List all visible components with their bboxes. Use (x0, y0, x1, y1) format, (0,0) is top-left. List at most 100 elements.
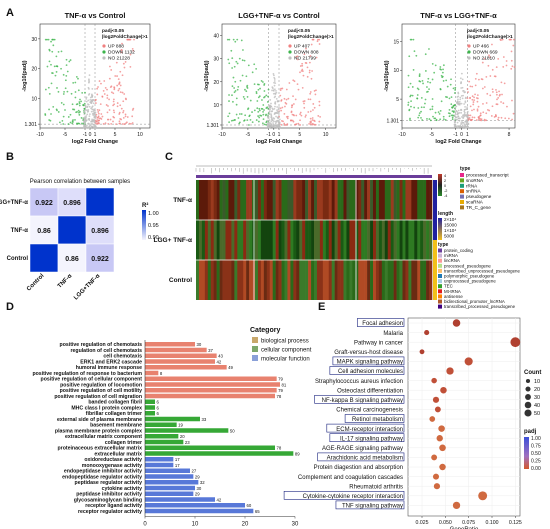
volcano3-point (491, 43, 493, 46)
volcano3-legend-title: padj<0.05 (467, 28, 489, 34)
volcano2-point (230, 119, 233, 122)
volcano1-point-ns (85, 119, 88, 122)
volcano2-point (304, 115, 307, 118)
volcano3-point (485, 112, 488, 115)
expr-typeb-label: Mt-tRNA (444, 289, 461, 294)
volcano2-point (308, 69, 311, 72)
volcano3-point (510, 67, 513, 70)
volcano1-point-ns (88, 119, 91, 121)
volcano3-point (481, 87, 484, 90)
volcano1-point (75, 75, 78, 78)
volcano3-x-tick-label: -10 (398, 132, 405, 138)
volcano1-point (124, 115, 127, 118)
go-bar-value: 37 (208, 348, 213, 353)
expr-cell (275, 220, 279, 260)
volcano2-point (319, 115, 322, 118)
volcano3-point-ns (456, 113, 458, 116)
volcano3-point-ns (459, 98, 462, 101)
volcano2-point (311, 122, 314, 125)
go-bar (145, 445, 275, 450)
volcano1-legend-swatch (102, 56, 106, 60)
volcano3-point-ns (457, 115, 460, 118)
kegg-row-highlight (317, 452, 405, 462)
volcano3-point-ns (454, 118, 456, 120)
volcano3-point (481, 61, 484, 64)
volcano3-point-ns (461, 86, 464, 89)
volcano1-point (67, 116, 70, 118)
volcano3-point (448, 115, 451, 118)
volcano2-point (263, 123, 266, 126)
expr-cell (399, 260, 403, 300)
expr-cell (219, 260, 223, 300)
volcano3-point-ns (464, 111, 466, 114)
expr-typeb-label: processed_pseudogene (444, 263, 491, 268)
volcano3-point (446, 96, 448, 99)
volcano1-point (107, 105, 109, 107)
expr-cell (219, 220, 223, 260)
volcano3-point (495, 114, 497, 117)
volcano3-y-tick-label: 1.301 (386, 118, 399, 124)
panel-label-a: A (6, 7, 14, 19)
expr-cell (284, 220, 288, 260)
expr-cell (378, 260, 383, 300)
volcano1-point (44, 114, 47, 116)
volcano3-point (428, 118, 431, 120)
kegg-row-highlight (344, 414, 405, 423)
volcano1-point (69, 59, 72, 61)
expr-typeb-swatch (438, 258, 442, 263)
volcano2-point (280, 123, 283, 126)
expr-cell (263, 260, 268, 300)
volcano2-point (232, 38, 235, 41)
kegg-row-label: Straphylococcus aureus infection (315, 379, 403, 385)
expr-typeb-swatch (438, 268, 442, 273)
volcano1-point (118, 122, 121, 125)
volcano2-point (301, 86, 304, 89)
volcano2-point-ns (275, 97, 278, 100)
volcano1-point-ns (90, 107, 92, 110)
expr-cell (387, 180, 391, 220)
expr-cell (210, 260, 214, 300)
go-bar-label: positive regulation of response to bacte… (32, 371, 142, 377)
corr-cell (57, 243, 87, 273)
expr-cell (290, 220, 294, 260)
expr-legend-tick: 4 (444, 174, 446, 178)
volcano2-point (243, 59, 246, 62)
volcano3-point-ns (464, 91, 466, 93)
volcano3-point-ns (461, 78, 464, 81)
volcano2-point (280, 109, 283, 112)
volcano1-point (106, 88, 108, 91)
expr-cell (378, 180, 383, 220)
expr-typeb-swatch (438, 248, 442, 253)
volcano3-point (432, 115, 434, 118)
volcano3-point (415, 54, 418, 57)
volcano2-point (311, 119, 314, 121)
volcano3-point (451, 110, 454, 113)
expr-cell (299, 260, 303, 300)
go-bar-value: 78 (277, 394, 282, 399)
volcano1-x-tick-label: -10 (36, 132, 43, 138)
volcano2-x-tick-label: -5 (246, 132, 251, 138)
expr-cell (237, 220, 241, 260)
volcano3-point (490, 115, 493, 117)
volcano2-legend-label: DOWN 808 (294, 50, 319, 56)
expr-cell (405, 220, 409, 260)
volcano3-point (503, 82, 506, 85)
expr-cell (429, 180, 433, 220)
volcano1-point (109, 86, 112, 89)
volcano3-point (417, 116, 420, 119)
kegg-count-label: 10 (534, 379, 540, 385)
volcano1-point-ns (92, 110, 95, 113)
corr-legend-tick: 0.90 (148, 235, 159, 241)
volcano2-point (251, 71, 254, 74)
kegg-point (452, 319, 461, 327)
expr-cell (243, 220, 247, 260)
expr-length-tick: 15000 (444, 223, 457, 228)
volcano3-point (482, 102, 484, 105)
volcano2-x-tick-label: 5 (298, 132, 301, 138)
volcano2-point (239, 79, 242, 82)
volcano1-point-ns (94, 115, 97, 118)
kegg-frame (407, 317, 521, 517)
volcano3-point-ns (464, 101, 467, 104)
expr-cell (201, 220, 206, 260)
go-bar-value: 6 (157, 400, 160, 405)
